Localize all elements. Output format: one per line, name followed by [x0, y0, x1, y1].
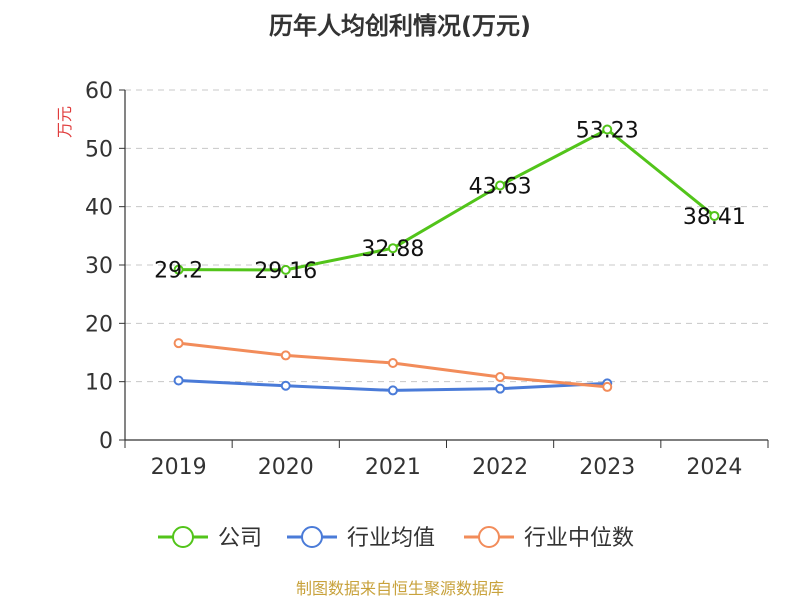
legend-label: 公司	[218, 526, 262, 551]
chart-title: 历年人均创利情况(万元)	[269, 12, 531, 40]
y-tick-label: 20	[85, 312, 113, 337]
data-labels: 29.2 29.16 32.88 43.63 53.23 38.41	[154, 118, 746, 283]
data-label: 38.41	[683, 205, 746, 230]
data-point[interactable]	[602, 381, 613, 392]
data-point[interactable]	[709, 210, 720, 221]
data-point[interactable]	[495, 372, 506, 382]
y-tick-label: 40	[85, 196, 113, 221]
legend-label: 行业均值	[347, 526, 435, 551]
y-tick-label: 60	[85, 79, 113, 104]
legend-item-2[interactable]: 行业中位数	[464, 526, 634, 551]
data-label: 29.2	[154, 259, 203, 284]
y-tick-label: 30	[85, 254, 113, 279]
data-label: 32.88	[361, 237, 424, 262]
legend-item-0[interactable]: 公司	[158, 526, 262, 551]
x-tick-label: 2023	[579, 455, 635, 480]
axes: 0 10 20 30 40 50 60 2019 2020 2021 2022 2023 2024	[85, 79, 769, 480]
data-point[interactable]	[173, 375, 184, 386]
legend-swatch-marker	[301, 526, 323, 548]
y-tick-label: 0	[99, 429, 113, 454]
data-point[interactable]	[387, 358, 398, 368]
x-tick-label: 2021	[365, 455, 421, 480]
y-tick-label: 50	[85, 137, 113, 162]
data-label: 29.16	[254, 259, 317, 284]
data-point[interactable]	[173, 264, 184, 275]
data-point[interactable]	[173, 338, 184, 349]
data-label: 53.23	[576, 118, 639, 143]
data-point[interactable]	[387, 385, 398, 396]
y-axis-label: 万元	[55, 106, 74, 138]
source-note: 制图数据来自恒生聚源数据库	[296, 579, 504, 598]
data-point[interactable]	[387, 243, 398, 254]
data-label: 43.63	[469, 174, 532, 199]
y-tick-label: 10	[85, 371, 113, 396]
data-point[interactable]	[280, 350, 291, 361]
legend[interactable]: 公司 行业均值 行业中位数	[158, 526, 634, 551]
x-tick-label: 2020	[258, 455, 314, 480]
data-point[interactable]	[495, 383, 506, 394]
legend-swatch-marker	[172, 526, 194, 548]
grid-lines	[125, 89, 768, 383]
data-point[interactable]	[280, 380, 291, 391]
series-line-0	[177, 127, 716, 272]
legend-swatch-marker	[478, 526, 500, 548]
x-tick-label: 2022	[472, 455, 528, 480]
data-point[interactable]	[602, 124, 613, 135]
series-lines	[173, 124, 720, 396]
x-tick-label: 2024	[686, 455, 742, 480]
legend-item-1[interactable]: 行业均值	[287, 526, 435, 551]
data-point[interactable]	[280, 264, 291, 275]
x-tick-label: 2019	[151, 455, 207, 480]
data-point[interactable]	[495, 180, 506, 191]
legend-label: 行业中位数	[524, 526, 634, 551]
